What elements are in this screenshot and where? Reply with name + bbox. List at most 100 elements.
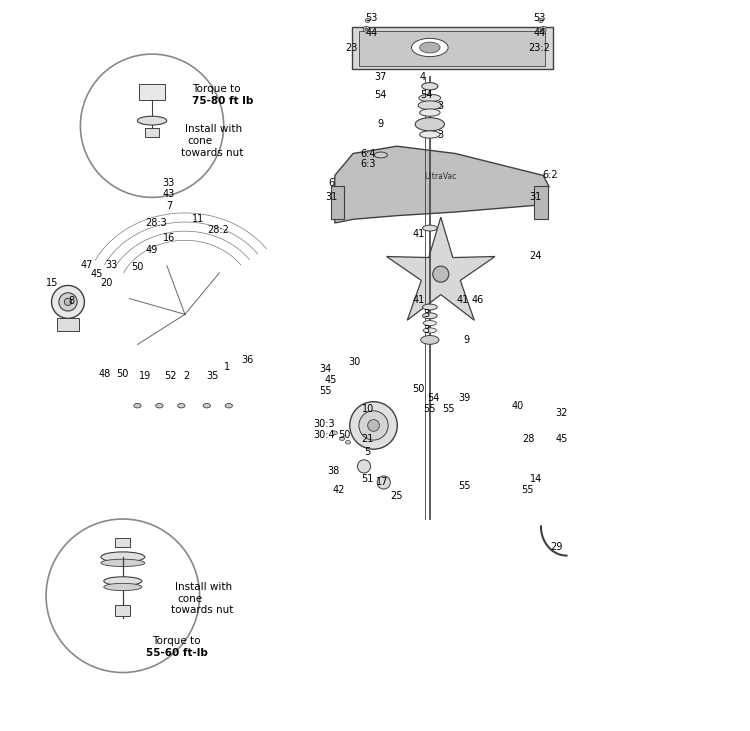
Text: 55: 55 (424, 404, 436, 414)
Ellipse shape (358, 460, 370, 473)
Ellipse shape (340, 436, 345, 440)
Text: 25: 25 (391, 491, 404, 501)
Text: 6:2: 6:2 (543, 170, 558, 181)
Ellipse shape (540, 26, 546, 32)
Text: 4: 4 (419, 72, 425, 82)
Polygon shape (474, 367, 565, 482)
Ellipse shape (422, 313, 437, 319)
Text: 55-60 ft-lb: 55-60 ft-lb (146, 648, 208, 658)
Text: 54: 54 (420, 90, 432, 100)
Text: 55: 55 (458, 481, 470, 491)
Text: 46: 46 (471, 295, 484, 305)
Text: 45: 45 (325, 375, 338, 385)
Text: 34: 34 (320, 364, 332, 374)
Text: 1: 1 (224, 362, 230, 372)
Ellipse shape (346, 440, 350, 444)
Text: 41: 41 (413, 229, 425, 239)
Text: 36: 36 (241, 355, 254, 365)
Circle shape (80, 54, 224, 197)
Text: 50: 50 (131, 262, 143, 272)
Text: Install with: Install with (185, 124, 242, 135)
Text: 42: 42 (332, 485, 345, 495)
Text: 9: 9 (378, 119, 384, 129)
Polygon shape (334, 146, 549, 223)
Bar (145, 128, 159, 137)
Ellipse shape (100, 552, 145, 562)
Ellipse shape (104, 577, 142, 586)
Ellipse shape (225, 404, 232, 408)
Bar (359, 31, 545, 66)
Text: 45: 45 (555, 433, 568, 444)
Bar (332, 186, 344, 219)
Text: 33: 33 (106, 260, 118, 270)
Text: 16: 16 (163, 232, 175, 243)
Bar (139, 84, 165, 100)
Text: Torque to: Torque to (152, 636, 200, 646)
Text: 17: 17 (376, 477, 388, 488)
Text: Install with: Install with (176, 582, 232, 592)
Ellipse shape (350, 402, 398, 449)
Text: 19: 19 (139, 371, 151, 382)
Ellipse shape (203, 404, 211, 408)
Ellipse shape (364, 28, 368, 31)
Ellipse shape (419, 94, 441, 102)
Ellipse shape (58, 293, 77, 311)
Text: 28:2: 28:2 (207, 225, 229, 235)
Ellipse shape (542, 28, 544, 31)
Text: 55: 55 (520, 485, 533, 495)
Text: 2: 2 (183, 371, 190, 382)
Text: 15: 15 (46, 278, 58, 288)
Ellipse shape (368, 420, 380, 431)
Text: 43: 43 (163, 189, 175, 199)
Ellipse shape (538, 18, 543, 23)
Text: 50: 50 (413, 384, 425, 394)
Ellipse shape (137, 116, 166, 125)
Text: 20: 20 (100, 278, 113, 288)
Circle shape (46, 519, 200, 673)
Text: 29: 29 (550, 542, 562, 552)
Text: 41: 41 (413, 295, 425, 305)
Ellipse shape (365, 18, 370, 23)
Text: 10: 10 (362, 404, 374, 414)
Text: 14: 14 (530, 474, 542, 484)
Text: 30:4: 30:4 (313, 430, 334, 440)
Text: 23:2: 23:2 (529, 42, 550, 53)
Bar (352, 27, 553, 69)
Text: 28: 28 (522, 433, 535, 444)
Ellipse shape (377, 476, 390, 489)
Text: 6:4: 6:4 (360, 148, 376, 159)
Text: 53: 53 (365, 13, 377, 23)
Text: 48: 48 (98, 369, 111, 379)
Text: 3: 3 (438, 101, 444, 111)
Text: 39: 39 (458, 393, 470, 404)
Text: Torque to: Torque to (192, 84, 241, 94)
Text: 3: 3 (423, 309, 429, 319)
Ellipse shape (419, 131, 440, 138)
Text: cone: cone (178, 594, 203, 604)
Ellipse shape (423, 327, 436, 333)
Ellipse shape (100, 559, 145, 567)
Text: 50: 50 (338, 430, 350, 440)
Ellipse shape (412, 38, 448, 57)
Ellipse shape (178, 404, 185, 408)
Text: cone: cone (188, 136, 212, 146)
Text: 21: 21 (362, 433, 374, 444)
Ellipse shape (156, 404, 163, 408)
Text: 23: 23 (346, 42, 358, 53)
Bar (534, 186, 548, 219)
Text: UltraVac: UltraVac (424, 173, 457, 181)
Bar (57, 318, 79, 331)
Polygon shape (79, 208, 291, 398)
Text: 6:3: 6:3 (360, 159, 376, 170)
Text: eReplacementParts.com: eReplacementParts.com (303, 366, 447, 379)
Text: 37: 37 (375, 72, 387, 82)
Text: 55: 55 (442, 404, 454, 414)
Bar (116, 538, 130, 547)
Text: 28:3: 28:3 (145, 218, 166, 228)
Ellipse shape (423, 320, 436, 325)
Text: 54: 54 (375, 90, 387, 100)
Text: 47: 47 (80, 260, 92, 270)
Text: 24: 24 (530, 251, 542, 261)
Ellipse shape (416, 118, 445, 131)
Ellipse shape (134, 404, 141, 408)
